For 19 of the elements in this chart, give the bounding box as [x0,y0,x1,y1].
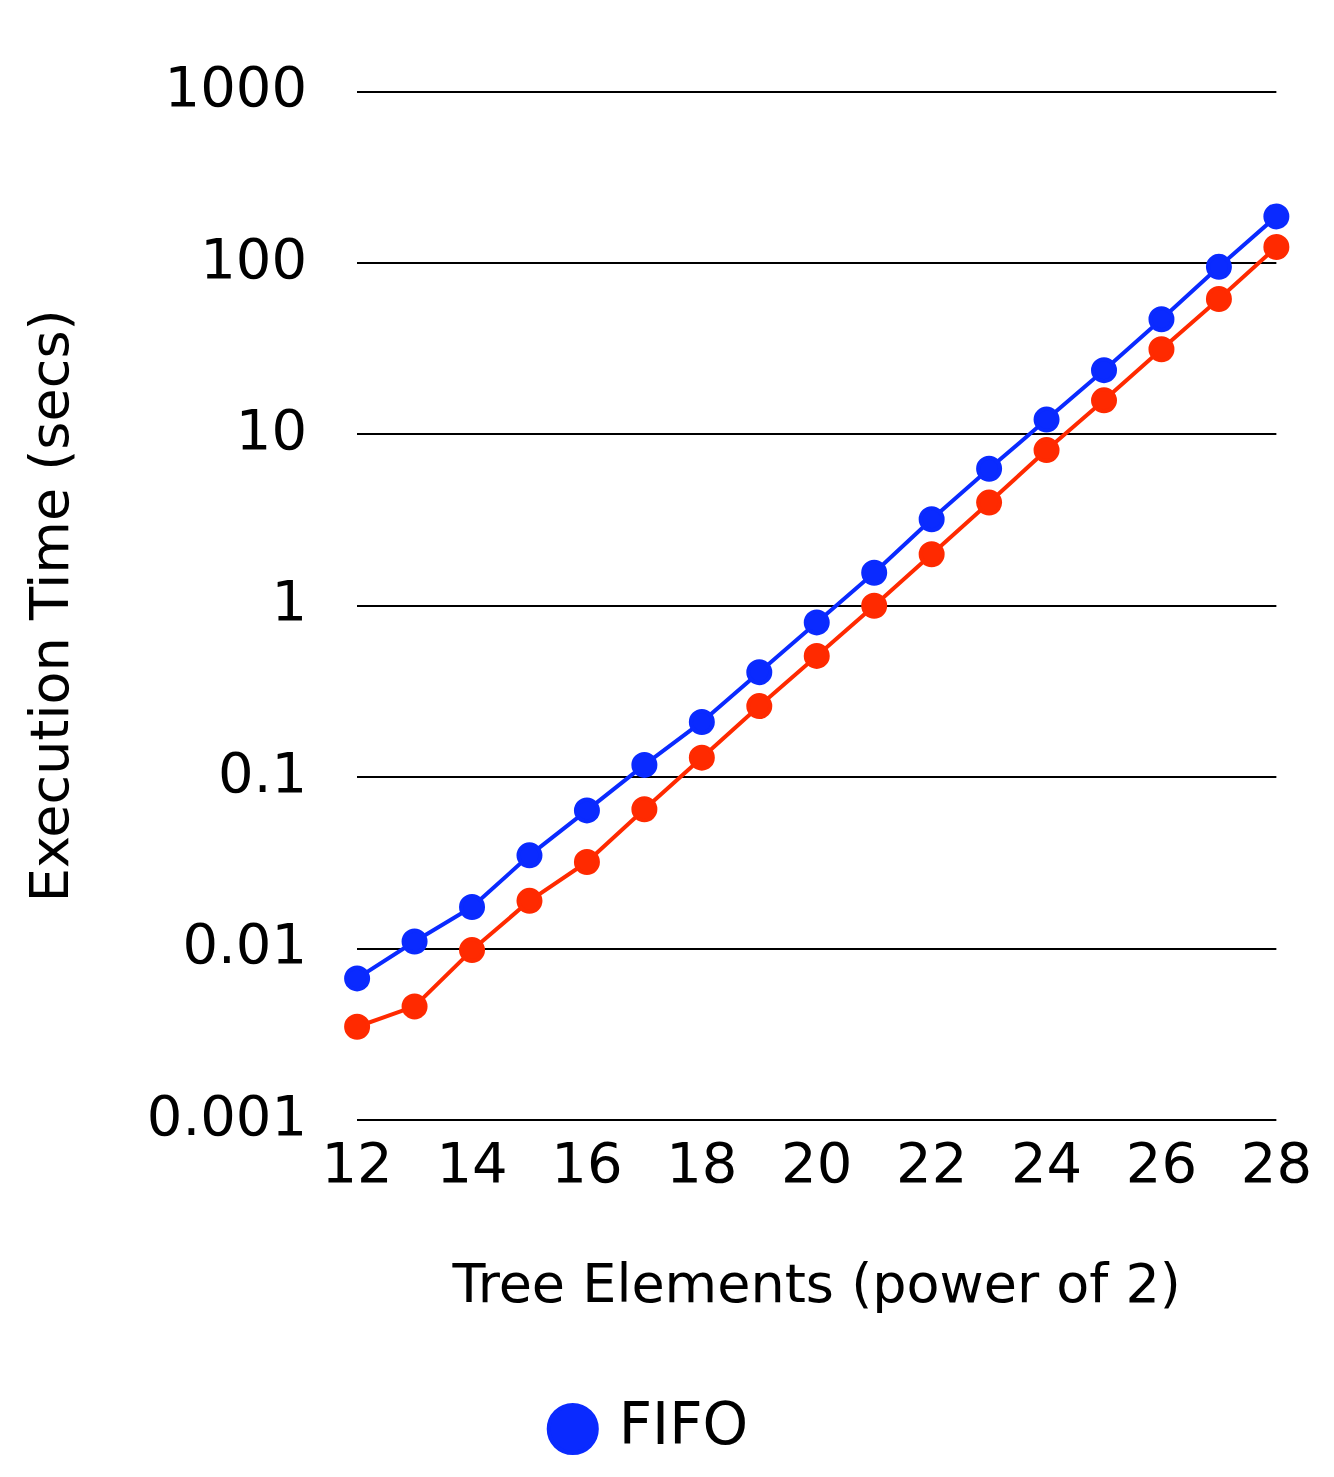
x-axis-title: Tree Elements (power of 2) [451,1251,1181,1315]
y-tick-label: 1000 [164,54,308,120]
y-tick-label: 1 [271,568,308,634]
x-tick-label: 18 [666,1130,738,1196]
x-tick-label: 12 [321,1130,393,1196]
y-axis-title: Execution Time (secs) [18,309,82,903]
y-tick-label: 100 [200,225,308,291]
y-tick-label: 0.1 [218,739,308,805]
y-tick-label: 0.01 [182,911,308,977]
x-tick-label: 14 [436,1130,508,1196]
x-tick-label: 16 [551,1130,623,1196]
x-tick-label: 22 [896,1130,968,1196]
x-tick-label: 20 [781,1130,853,1196]
y-tick-label: 0.001 [146,1082,308,1148]
x-tick-label: 24 [1010,1130,1083,1196]
x-tick-label: 28 [1240,1130,1312,1196]
y-tick-label: 10 [235,396,308,462]
x-tick-label: 26 [1125,1130,1198,1196]
legend-label: FIFO [618,1390,749,1459]
